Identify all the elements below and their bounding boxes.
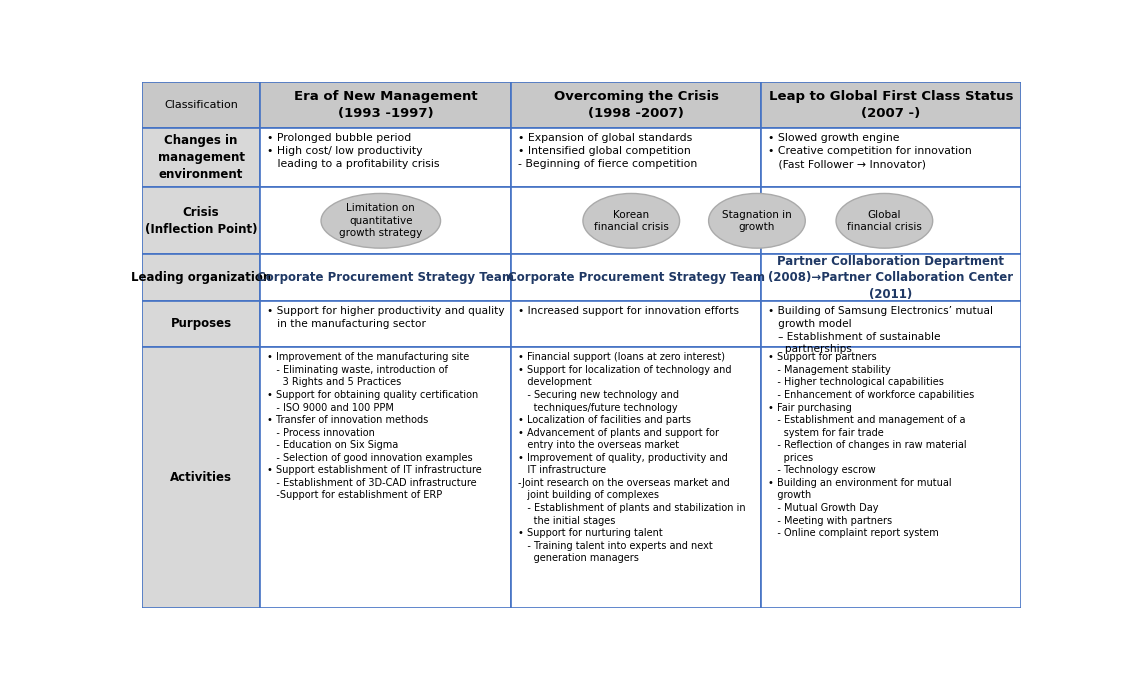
Text: • Expansion of global standards
• Intensified global competition
- Beginning of : • Expansion of global standards • Intens… [518,133,697,169]
Text: • Financial support (loans at zero interest)
• Support for localization of techn: • Financial support (loans at zero inter… [518,352,745,563]
Bar [261,187,510,255]
Bar [510,301,761,347]
Bar [261,347,510,608]
Bar [261,128,510,187]
Bar [261,82,510,128]
Bar [142,301,261,347]
Text: • Building of Samsung Electronics’ mutual
   growth model
   – Establishment of : • Building of Samsung Electronics’ mutua… [769,306,993,354]
Text: Partner Collaboration Department
(2008)→Partner Collaboration Center
(2011): Partner Collaboration Department (2008)→… [769,255,1014,301]
Text: Activities: Activities [170,471,232,484]
Text: Leading organization: Leading organization [130,271,271,284]
Bar [761,301,1021,347]
Bar [510,255,761,301]
Bar [142,347,261,608]
Ellipse shape [321,193,440,248]
Text: • Slowed growth engine
• Creative competition for innovation
   (Fast Follower →: • Slowed growth engine • Creative compet… [769,133,972,169]
Ellipse shape [836,193,932,248]
Text: • Support for partners
   - Management stability
   - Higher technological capab: • Support for partners - Management stab… [769,352,974,538]
Text: Changes in
management
environment: Changes in management environment [158,134,245,181]
Text: Corporate Procurement Strategy Team: Corporate Procurement Strategy Team [508,271,764,284]
Bar [761,255,1021,301]
Text: Korean
financial crisis: Korean financial crisis [594,210,669,232]
Bar [142,255,261,301]
Text: Leap to Global First Class Status
(2007 -): Leap to Global First Class Status (2007 … [769,90,1013,120]
Bar [142,128,261,187]
Bar [510,128,761,187]
Text: • Improvement of the manufacturing site
   - Eliminating waste, introduction of
: • Improvement of the manufacturing site … [268,352,482,501]
Bar [142,187,261,255]
Text: • Support for higher productivity and quality
   in the manufacturing sector: • Support for higher productivity and qu… [268,306,505,329]
Text: Corporate Procurement Strategy Team: Corporate Procurement Strategy Team [257,271,514,284]
Bar [761,347,1021,608]
Ellipse shape [583,193,679,248]
Bar [261,255,510,301]
Bar [261,301,510,347]
Text: Limitation on
quantitative
growth strategy: Limitation on quantitative growth strate… [339,204,423,238]
Bar [761,82,1021,128]
Text: Era of New Management
(1993 -1997): Era of New Management (1993 -1997) [294,90,477,120]
Ellipse shape [709,193,805,248]
Bar [142,82,261,128]
Text: Stagnation in
growth: Stagnation in growth [722,210,792,232]
Text: Classification: Classification [164,100,238,110]
Text: • Prolonged bubble period
• High cost/ low productivity
   leading to a profitab: • Prolonged bubble period • High cost/ l… [268,133,440,169]
Bar [510,347,761,608]
Text: Crisis
(Inflection Point): Crisis (Inflection Point) [145,206,257,236]
Text: Overcoming the Crisis
(1998 -2007): Overcoming the Crisis (1998 -2007) [553,90,719,120]
Text: • Increased support for innovation efforts: • Increased support for innovation effor… [518,306,739,316]
Bar [510,187,761,255]
Text: Global
financial crisis: Global financial crisis [847,210,922,232]
Bar [761,187,1021,255]
Bar [510,82,761,128]
Bar [761,128,1021,187]
Text: Purposes: Purposes [170,318,231,331]
